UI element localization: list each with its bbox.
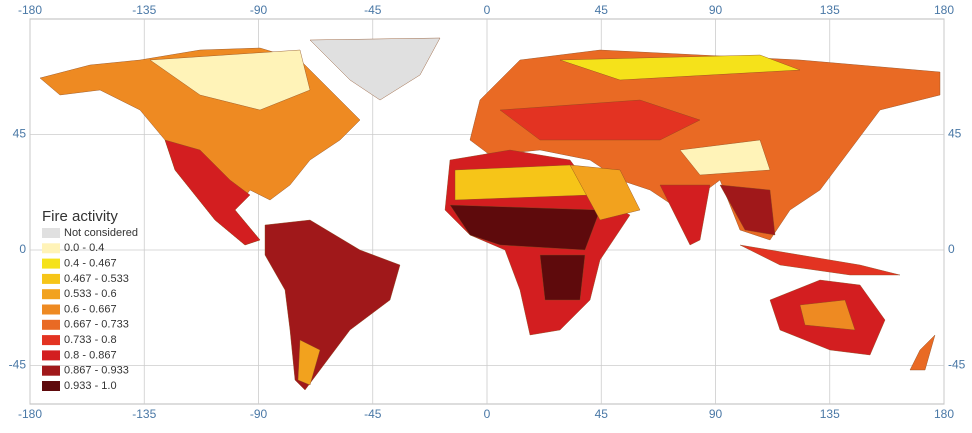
x-tick-label: -180 <box>18 407 42 421</box>
land <box>39 37 941 391</box>
legend-label: 0.667 - 0.733 <box>64 319 129 331</box>
legend-label: 0.8 - 0.867 <box>64 349 117 361</box>
x-tick-label: 45 <box>595 3 609 17</box>
legend-swatch <box>42 335 60 346</box>
x-tick-label: 0 <box>484 3 491 17</box>
legend-label: 0.4 - 0.467 <box>64 258 117 270</box>
sahel <box>449 204 601 251</box>
india <box>659 184 711 246</box>
south-america <box>264 219 401 391</box>
greenland <box>309 37 441 101</box>
patagonia <box>297 339 321 386</box>
southern-africa <box>539 254 586 301</box>
x-tick-label: 90 <box>709 407 723 421</box>
legend-swatch <box>42 289 60 300</box>
y-tick-label: -45 <box>948 358 966 372</box>
legend-swatch <box>42 228 60 238</box>
legend-label: 0.6 - 0.667 <box>64 303 117 315</box>
x-tick-label: 90 <box>709 3 723 17</box>
y-tick-label: 45 <box>13 127 27 141</box>
legend-swatch <box>42 304 60 315</box>
indonesia <box>739 244 901 276</box>
x-tick-label: -135 <box>132 407 156 421</box>
y-tick-label: -45 <box>9 358 27 372</box>
legend-swatch <box>42 273 60 284</box>
x-tick-label: 135 <box>820 407 840 421</box>
southeast-asia <box>719 184 776 236</box>
legend-label: 0.467 - 0.533 <box>64 273 129 285</box>
y-tick-label: 0 <box>948 242 955 256</box>
legend-swatch <box>42 319 60 330</box>
y-tick-label: 45 <box>948 127 962 141</box>
x-tick-label: 135 <box>820 3 840 17</box>
legend-swatch <box>42 243 60 254</box>
legend: Fire activity Not considered 0.0 - 0.4 0.4… <box>42 208 138 392</box>
tibet <box>679 139 771 176</box>
legend-label: 0.867 - 0.933 <box>64 365 129 377</box>
x-tick-label: 45 <box>595 407 609 421</box>
legend-label: 0.0 - 0.4 <box>64 242 104 254</box>
x-tick-label: -135 <box>132 3 156 17</box>
x-tick-label: -45 <box>364 3 382 17</box>
siberia <box>559 54 801 81</box>
arabia <box>569 164 641 221</box>
y-tick-label: 0 <box>19 242 26 256</box>
legend-swatch <box>42 258 60 269</box>
sahara <box>454 164 591 201</box>
x-tick-label: -180 <box>18 3 42 17</box>
legend-label: Not considered <box>64 227 138 239</box>
australia-interior <box>799 299 856 331</box>
legend-label: 0.533 - 0.6 <box>64 288 117 300</box>
legend-label: 0.933 - 1.0 <box>64 380 117 392</box>
x-tick-label: -90 <box>250 3 268 17</box>
legend-swatch <box>42 365 60 376</box>
axis-labels: -180 -180 -135 -135 -90 -90 -45 -45 0 0 45 45 90 90 13… <box>9 3 966 421</box>
legend-title: Fire activity <box>42 208 118 225</box>
x-tick-label: -45 <box>364 407 382 421</box>
legend-swatch <box>42 350 60 361</box>
central-america <box>164 139 261 246</box>
x-tick-label: 0 <box>484 407 491 421</box>
legend-swatch <box>42 381 60 391</box>
x-tick-label: 180 <box>934 407 954 421</box>
x-tick-label: -90 <box>250 407 268 421</box>
canada-north <box>149 49 311 111</box>
x-tick-label: 180 <box>934 3 954 17</box>
legend-label: 0.733 - 0.8 <box>64 334 117 346</box>
new-zealand <box>909 334 936 371</box>
central-eurasia <box>499 99 701 141</box>
